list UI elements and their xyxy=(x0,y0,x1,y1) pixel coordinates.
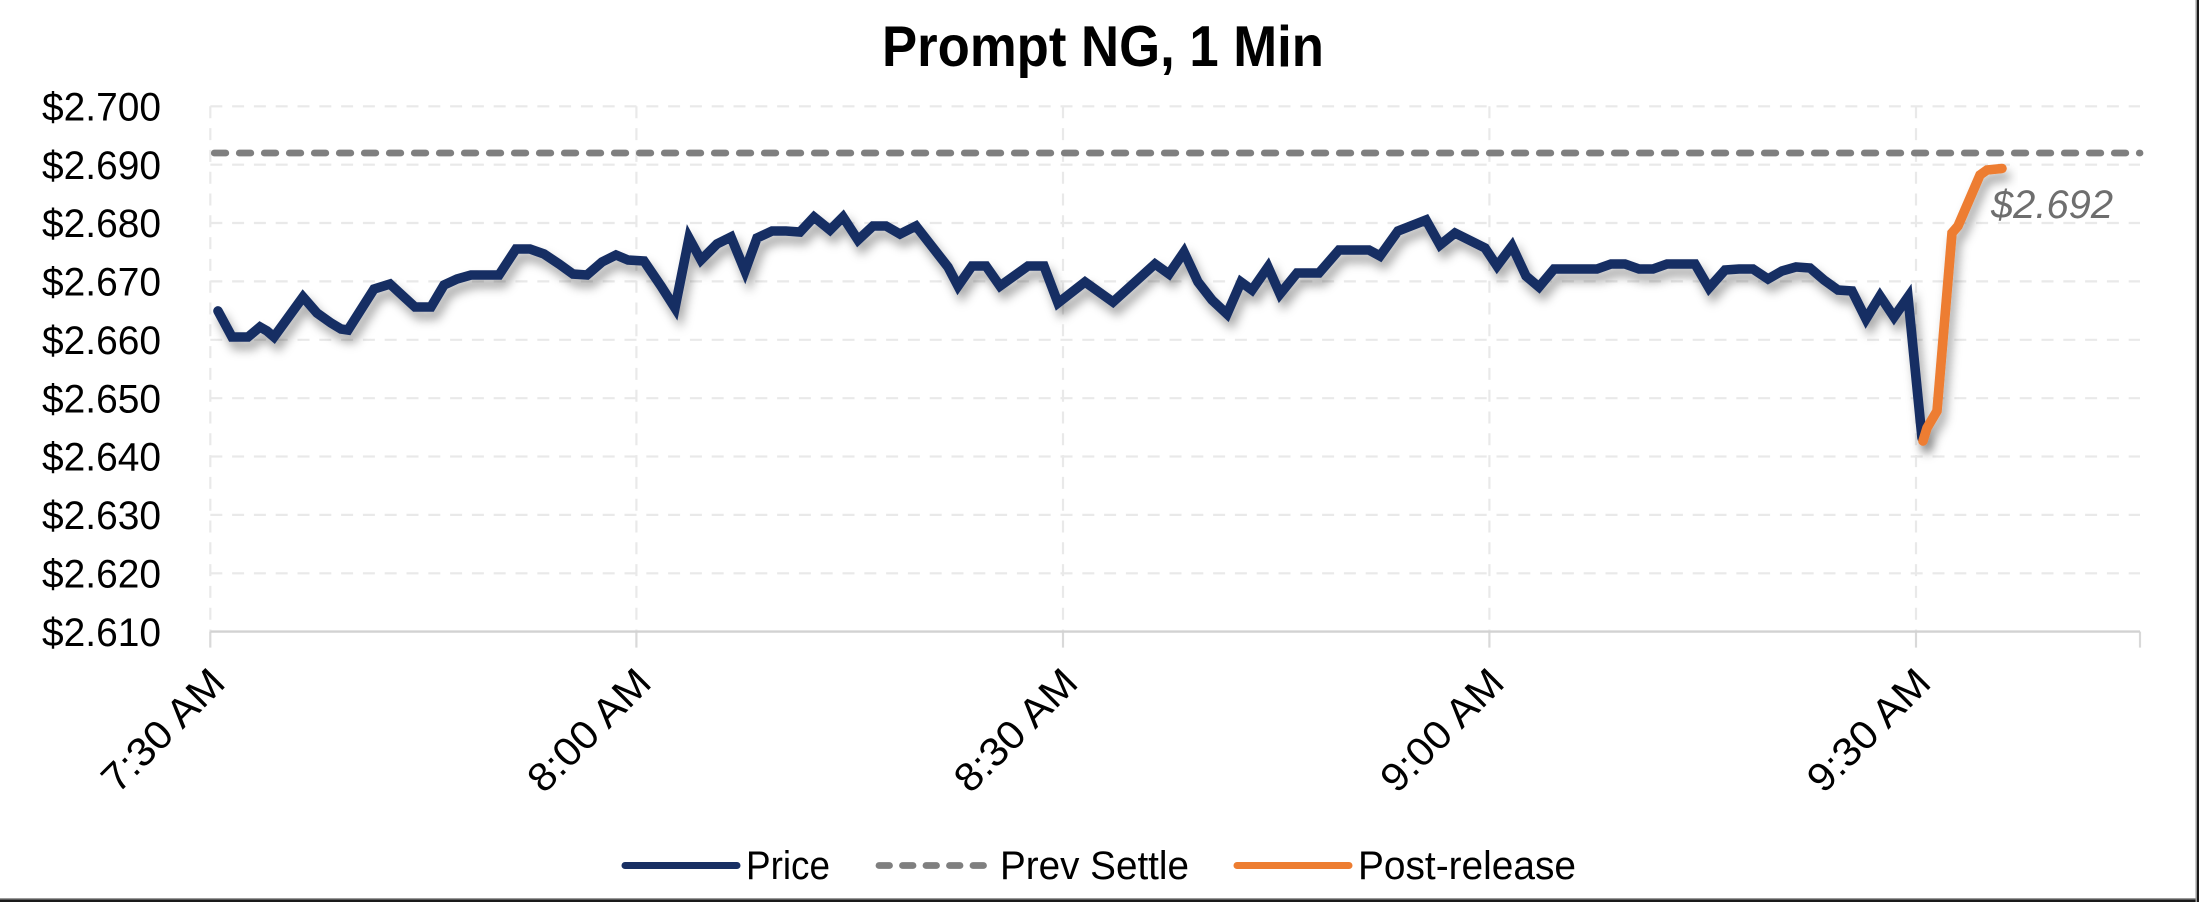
svg-text:Prompt NG, 1 Min: Prompt NG, 1 Min xyxy=(882,15,1324,79)
svg-text:$2.640: $2.640 xyxy=(42,436,161,480)
svg-text:Prev Settle: Prev Settle xyxy=(1000,844,1189,888)
svg-text:$2.692: $2.692 xyxy=(1990,183,2113,227)
svg-text:$2.660: $2.660 xyxy=(42,319,161,363)
svg-text:$2.620: $2.620 xyxy=(42,553,161,597)
svg-text:Post-release: Post-release xyxy=(1358,844,1576,888)
svg-text:$2.610: $2.610 xyxy=(42,611,161,655)
svg-text:Price: Price xyxy=(746,844,830,888)
svg-text:$2.690: $2.690 xyxy=(42,144,161,188)
svg-text:$2.700: $2.700 xyxy=(42,86,161,130)
svg-text:$2.630: $2.630 xyxy=(42,494,161,538)
svg-text:$2.650: $2.650 xyxy=(42,377,161,421)
svg-text:$2.680: $2.680 xyxy=(42,202,161,246)
svg-text:$2.670: $2.670 xyxy=(42,261,161,305)
